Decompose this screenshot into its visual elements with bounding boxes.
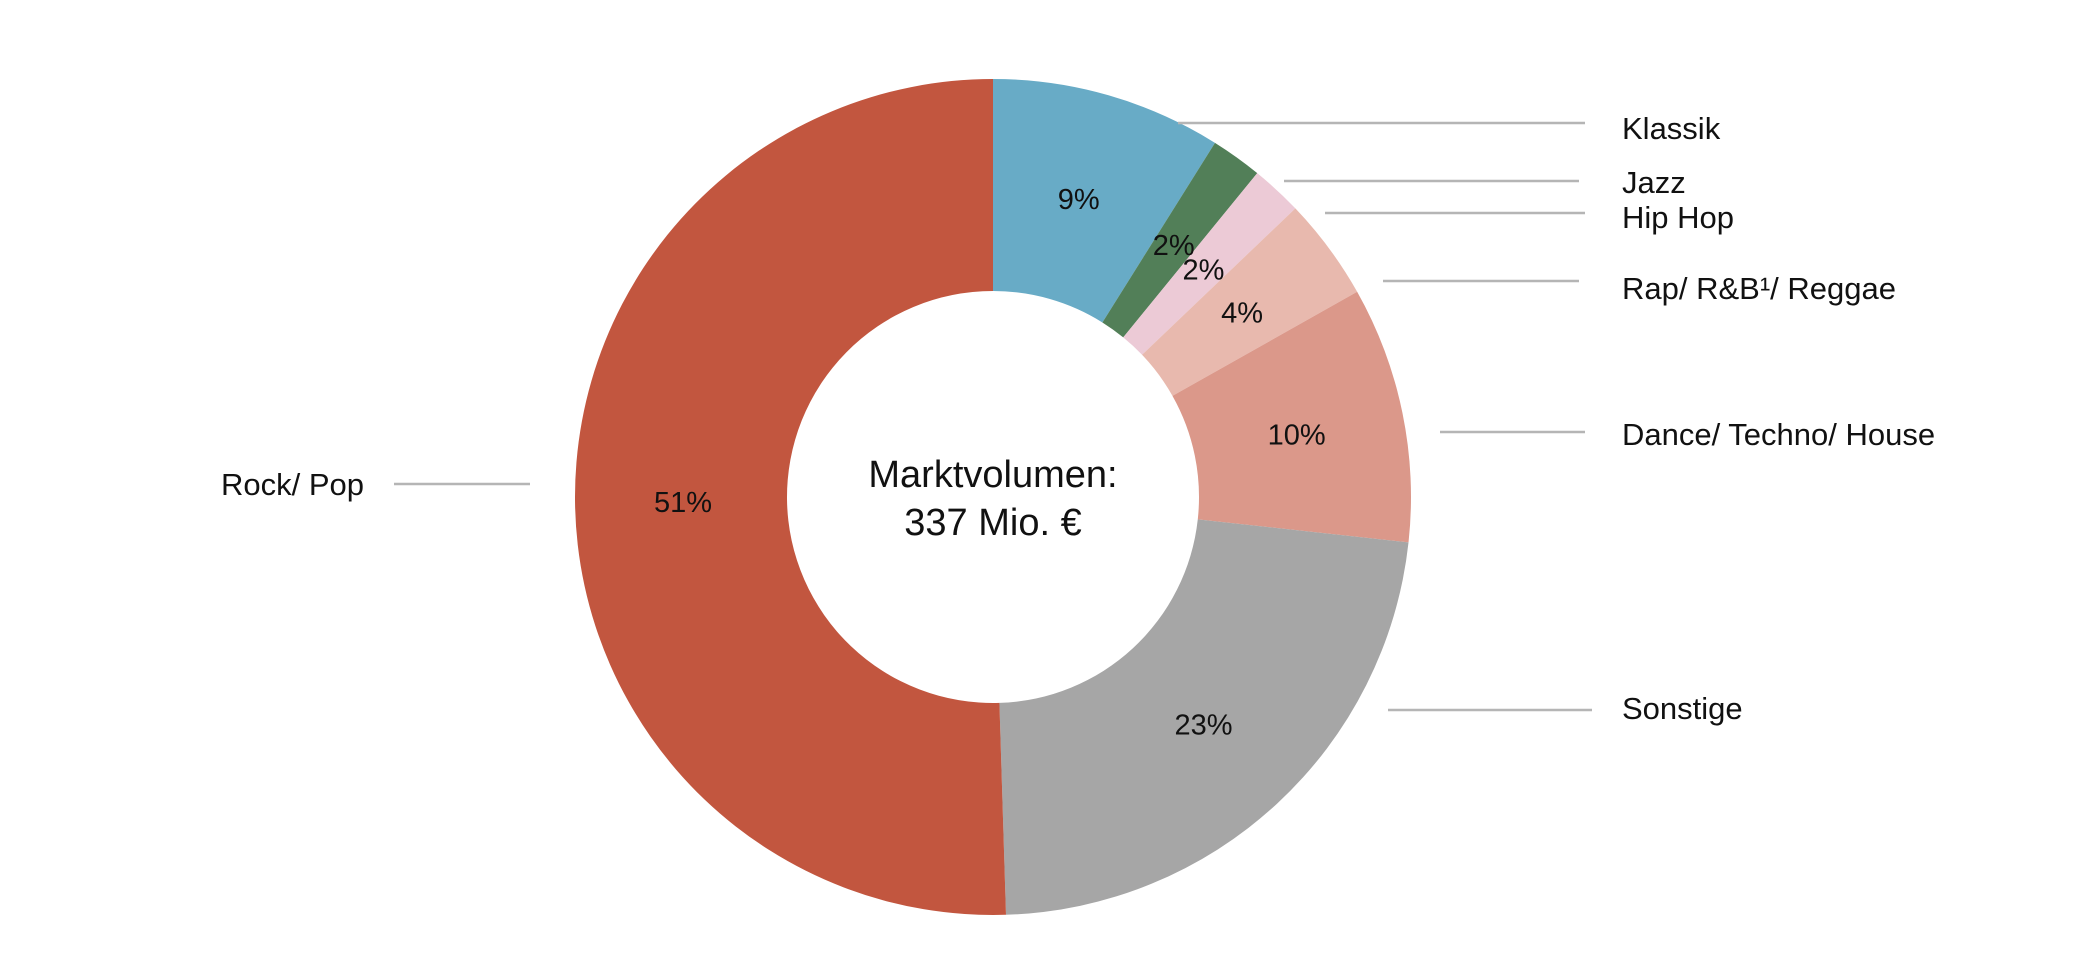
percent-label: 2%: [1153, 230, 1195, 262]
percent-label: 4%: [1221, 297, 1263, 329]
percent-label: 2%: [1183, 254, 1225, 286]
percent-label: 51%: [654, 487, 712, 519]
percent-label: 9%: [1058, 184, 1100, 216]
leader-lines-group: [394, 121, 1592, 712]
category-label: Dance/ Techno/ House: [1622, 417, 1935, 452]
category-label: Hip Hop: [1622, 200, 1734, 235]
center-label-line-1: Marktvolumen:: [868, 454, 1117, 496]
slice-klassik: [993, 79, 1215, 323]
percent-label: 23%: [1174, 710, 1232, 742]
slice-hip-hop: [1123, 173, 1296, 355]
slice-rock-pop: [574, 79, 1006, 916]
category-label: Rap/ R&B¹/ Reggae: [1622, 271, 1896, 306]
slice-sonstige: [999, 519, 1409, 915]
category-label: Rock/ Pop: [221, 467, 364, 502]
slices-group: [574, 79, 1411, 916]
percent-label: 10%: [1268, 420, 1326, 452]
slice-rap-r-b-reggae: [1142, 208, 1358, 396]
category-label: Jazz: [1622, 165, 1686, 200]
slice-dance-techno-house: [1172, 291, 1411, 543]
slice-jazz: [1102, 142, 1258, 338]
category-label: Klassik: [1622, 111, 1721, 146]
percent-labels-group: 9% 2%2% 4% 10% 23% 51%: [654, 184, 1326, 741]
center-label-line-2: 337 Mio. €: [904, 502, 1081, 544]
category-label: Sonstige: [1622, 691, 1743, 726]
